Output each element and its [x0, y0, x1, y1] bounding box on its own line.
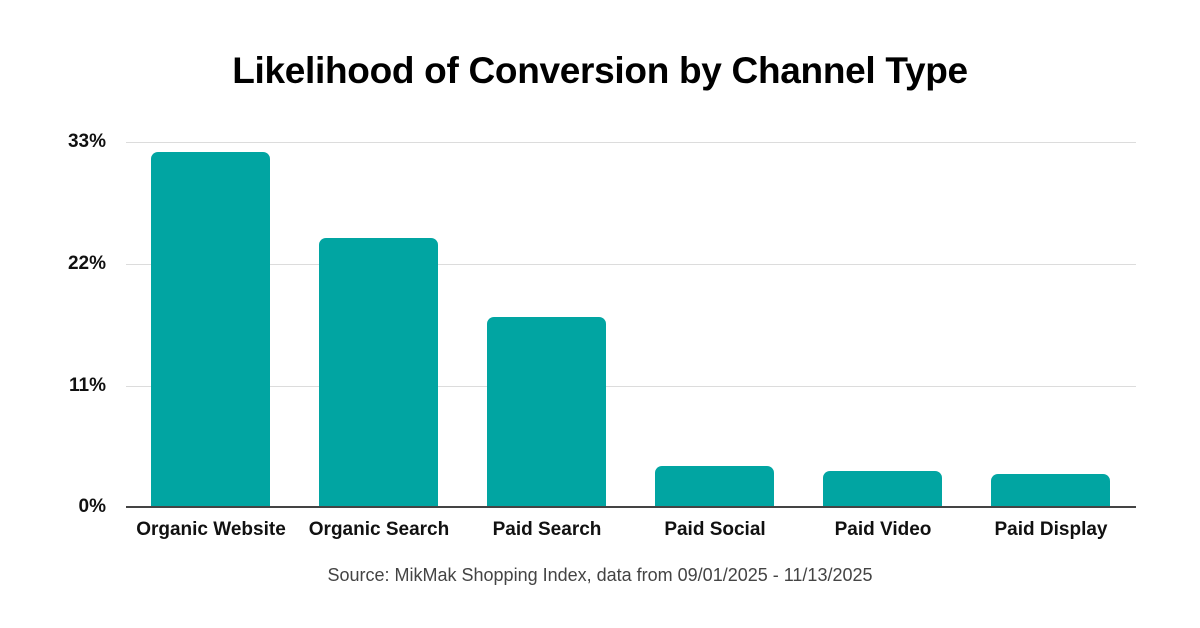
gridline-22: [126, 264, 1136, 265]
bar-organic-website: [151, 151, 270, 507]
x-label-organic-website: Organic Website: [136, 519, 286, 540]
bar-paid-video: [823, 470, 942, 507]
x-label-organic-search: Organic Search: [308, 519, 450, 540]
gridline-33: [126, 142, 1136, 143]
bar-paid-social: [655, 466, 774, 507]
bar-organic-search: [319, 238, 438, 507]
x-label-paid-social: Paid Social: [664, 519, 766, 540]
bar-paid-display: [991, 473, 1110, 507]
x-label-paid-search: Paid Search: [492, 519, 602, 540]
y-tick-33: 33%: [67, 131, 106, 152]
gridline-11: [126, 386, 1136, 387]
y-tick-22: 22%: [67, 253, 106, 274]
source-note: Source: MikMak Shopping Index, data from…: [327, 565, 873, 585]
chart-title: Likelihood of Conversion by Channel Type: [232, 50, 968, 91]
x-label-paid-display: Paid Display: [994, 519, 1108, 540]
y-tick-11: 11%: [69, 375, 106, 396]
y-tick-0: 0%: [78, 496, 106, 517]
x-label-paid-video: Paid Video: [834, 519, 932, 540]
x-axis-line: [126, 506, 1136, 508]
bar-paid-search: [487, 316, 606, 507]
